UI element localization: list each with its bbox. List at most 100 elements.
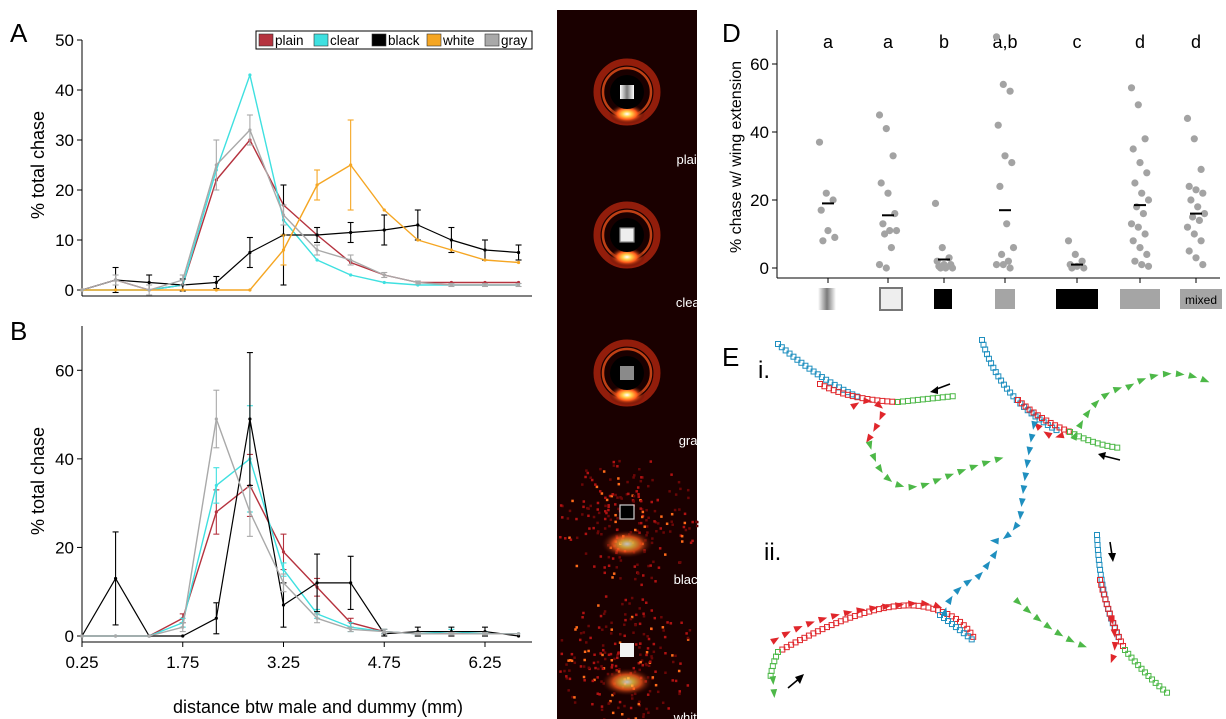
heatmap-pixel (582, 611, 585, 615)
heatmap-pixel (599, 467, 602, 471)
heatmap-pixel (636, 529, 639, 533)
heatmap-pixel (626, 480, 629, 484)
trajectory-dummy-green (904, 397, 911, 404)
heatmap-pixel (623, 634, 626, 638)
heatmap-pixel (630, 615, 634, 619)
heatmap-pixel (573, 701, 577, 704)
trajectory-fly-red (932, 601, 943, 609)
trajectory-fly-red (1107, 615, 1115, 625)
heatmap-pixel (642, 615, 646, 618)
trajectory-fly-green (1043, 621, 1053, 630)
trajectory-dummy-green (1122, 647, 1128, 653)
data-point (931, 199, 940, 207)
row-label-i: i. (758, 357, 770, 384)
heatmap-pixel (568, 536, 571, 540)
heatmap-pixel (604, 510, 607, 513)
data-point (999, 80, 1007, 88)
heatmap-pixel (635, 613, 638, 617)
heatmap-pixel (571, 695, 574, 699)
heatmap-pixel (654, 580, 657, 583)
panel-b-line-chart: 0 20 40 60 0.25 1.75 3.25 4.75 6.25 % total chase (28, 326, 532, 672)
legend-swatch-clear (313, 33, 329, 47)
legend-label-white: white (442, 33, 475, 48)
heatmap-pixel (615, 566, 619, 569)
heatmap-pixel (671, 679, 674, 682)
data-point (1003, 220, 1011, 228)
series-gray-point (80, 634, 84, 638)
heatmap-pixel (591, 702, 594, 706)
trajectory-fly-blue (1026, 446, 1034, 456)
data-point (824, 227, 832, 235)
heatmap-pixel (634, 717, 638, 719)
heatmap-pixel (632, 631, 635, 634)
series-gray-point (449, 632, 454, 636)
heatmap-pixel (648, 689, 652, 693)
heatmap-pixel (600, 532, 603, 536)
heatmap-pixel (661, 626, 665, 629)
heatmap-pixel (678, 508, 681, 511)
heatmap-pixel (638, 700, 641, 704)
heatmap-pixel (660, 615, 663, 619)
data-point (1004, 257, 1013, 265)
heatmap-pixel (582, 505, 585, 509)
heatmap-pixel (565, 663, 568, 666)
series-white-point (449, 248, 454, 252)
trajectory-fly-green (869, 452, 877, 462)
heatmap-pixel (647, 664, 651, 668)
series-white-point (516, 260, 521, 265)
heatmap-pixel (632, 494, 636, 498)
trajectory-dummy-red (925, 604, 932, 611)
heatmap-pixel (633, 474, 636, 477)
direction-arrow (1103, 455, 1121, 461)
y-tick-label: 50 (55, 31, 74, 50)
heatmap-pixel (601, 644, 605, 647)
trajectory-fly-green (875, 463, 883, 474)
trajectory-dummy-green (1114, 444, 1121, 451)
trajectory-dummy-blue (853, 393, 860, 400)
heatmap-pixel (602, 612, 606, 616)
data-point (1129, 237, 1137, 245)
heatmap-pixel (585, 469, 588, 472)
data-point (1009, 244, 1018, 252)
heatmap-pixel (678, 692, 681, 696)
y-tick-label: 60 (55, 361, 74, 380)
trajectory-fly-green (1112, 387, 1123, 394)
heatmap-pixel (634, 643, 638, 646)
heatmap-pixel (567, 689, 570, 692)
panel-e-trajectories: i. ii. (758, 337, 1210, 698)
heatmap-pixel (596, 508, 600, 511)
data-point (1199, 261, 1207, 269)
data-point (1183, 114, 1192, 122)
y-tick-label: 40 (55, 450, 74, 469)
heatmap-pixel (637, 495, 641, 499)
series-gray-point (281, 581, 286, 585)
heatmap-pixel (616, 465, 619, 468)
heatmap-pixel (649, 564, 652, 567)
trajectory-fly-red (866, 433, 874, 443)
trajectory-dummy-green (1156, 683, 1163, 690)
data-point (1071, 250, 1079, 258)
trajectory-dummy-blue (948, 621, 955, 628)
heatmap-pixel (619, 496, 622, 499)
data-point (1185, 182, 1193, 190)
legend-swatch-white (426, 33, 442, 47)
trajectory-dummy-blue (1010, 393, 1017, 400)
series-black-point (349, 230, 353, 235)
trajectory-dummy-green (1094, 440, 1101, 447)
category-icon-clear (879, 287, 903, 311)
heatmap-pixel (628, 602, 631, 605)
series-gray-point (516, 632, 521, 636)
significance-letter: c (1073, 32, 1082, 52)
heatmap-pixel (598, 490, 602, 493)
trajectory-fly-blue (989, 537, 999, 545)
heatmap-pixel (584, 552, 588, 555)
heatmap-pixel (677, 669, 681, 673)
series-gray-point (80, 288, 84, 292)
series-black-point (483, 248, 487, 252)
series-gray-point (416, 280, 420, 285)
trajectory-dummy-blue (952, 624, 959, 631)
series-gray-point (382, 629, 386, 634)
heatmap-pixel (599, 555, 603, 558)
heatmap-pixel (573, 656, 576, 659)
data-point (1131, 179, 1139, 187)
